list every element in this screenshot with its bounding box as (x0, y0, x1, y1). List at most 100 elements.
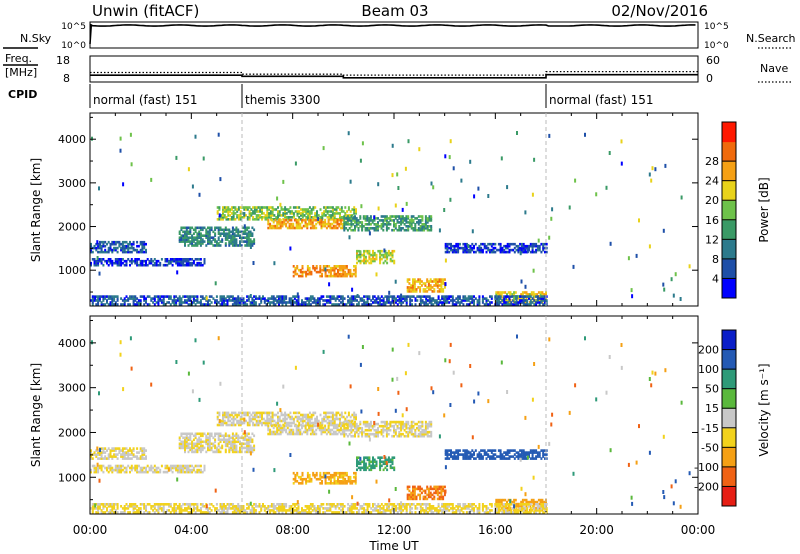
echo-cell (130, 449, 133, 452)
echo-cell (391, 295, 394, 298)
echo-cell (224, 444, 227, 448)
echo-cell (335, 208, 338, 211)
echo-cell (292, 477, 295, 481)
echo-cell (359, 261, 362, 265)
echo-cell (298, 206, 301, 209)
echo-cell (191, 263, 194, 267)
echo-cell (341, 295, 344, 298)
echo-cell (398, 228, 401, 232)
echo-cell (419, 280, 422, 283)
echo-cell (243, 206, 246, 209)
echo-cell (368, 424, 371, 428)
echo-cell (483, 303, 486, 306)
echo-cell (354, 219, 356, 222)
echo-cell (214, 226, 217, 230)
echo-cell (410, 284, 413, 287)
echo-cell (235, 238, 238, 241)
echo-cell (424, 422, 427, 426)
echo-cell (221, 438, 224, 442)
echo-cell (380, 223, 383, 226)
echo-cell (286, 432, 289, 436)
echo-cell (246, 438, 249, 442)
echo-cell (301, 226, 303, 230)
echo-cell (182, 234, 185, 237)
echo-cell (237, 434, 240, 438)
echo-cell (243, 224, 246, 229)
echo-cell (125, 470, 128, 474)
echo-cell (326, 268, 329, 272)
echo-cell (324, 303, 327, 306)
echo-cell (237, 419, 240, 423)
echo-cell (271, 419, 274, 423)
echo-cell (246, 208, 249, 211)
echo-cell (366, 466, 369, 470)
echo-cell (239, 210, 242, 213)
echo-cell (422, 290, 425, 293)
echo-cell (387, 253, 390, 257)
echo-cell (299, 274, 302, 278)
echo-cell (145, 466, 147, 470)
echo-cell (485, 246, 488, 250)
echo-cell (150, 466, 153, 470)
echo-cell (259, 415, 262, 419)
echo-cell (194, 303, 197, 306)
echo-cell (184, 450, 186, 454)
echo-cell (413, 284, 416, 287)
echo-cell (347, 268, 350, 272)
echo-cell (473, 451, 475, 454)
echo-cell (334, 426, 337, 430)
echo-cell (536, 500, 539, 504)
echo-cell (271, 411, 274, 415)
echo-cell (239, 415, 242, 419)
echo-cell (242, 436, 245, 440)
echo-cell (237, 244, 240, 247)
echo-cell (293, 424, 296, 428)
echo-cell (322, 426, 325, 430)
echo-cell (308, 210, 311, 213)
echo-cell (288, 222, 291, 226)
echo-cell (387, 301, 390, 304)
echo-cell (266, 421, 269, 425)
echo-cell (276, 301, 279, 304)
echo-cell (189, 299, 192, 302)
echo-cell (342, 473, 345, 477)
echo-cell (148, 261, 151, 265)
echo-cell (436, 282, 439, 285)
echo-cell (169, 468, 172, 472)
echo-cell (336, 222, 339, 226)
echo-cell (355, 415, 357, 419)
echo-cell (400, 299, 403, 302)
echo-cell (436, 491, 439, 495)
echo-cell (288, 218, 291, 222)
echo-cell (212, 450, 215, 454)
echo-cell (380, 428, 383, 432)
echo-cell (120, 259, 123, 263)
echo-cell (505, 303, 507, 306)
echo-cell (421, 434, 424, 438)
echo-cell (102, 449, 105, 452)
echo-cell (364, 422, 367, 426)
echo-cell (250, 212, 253, 215)
echo-cell (221, 446, 224, 450)
echo-cell (338, 480, 341, 483)
echo-cell (145, 297, 147, 300)
echo-cell (301, 471, 304, 475)
echo-cell (373, 215, 376, 220)
echo-cell (233, 297, 236, 300)
echo-cell (182, 236, 185, 239)
echo-cell (203, 303, 206, 306)
echo-cell (344, 477, 347, 481)
echo-cell (296, 266, 299, 270)
echo-cell (368, 458, 371, 462)
echo-cell (233, 438, 236, 442)
echo-cell (460, 301, 463, 304)
echo-cell (354, 227, 356, 230)
echo-cell (251, 299, 254, 302)
echo-cell (244, 244, 247, 247)
echo-cell (184, 242, 186, 245)
echo-cell (464, 299, 467, 302)
echo-cell (194, 230, 197, 234)
echo-cell (118, 468, 121, 472)
echo-cell (318, 297, 321, 300)
echo-cell (385, 217, 388, 220)
